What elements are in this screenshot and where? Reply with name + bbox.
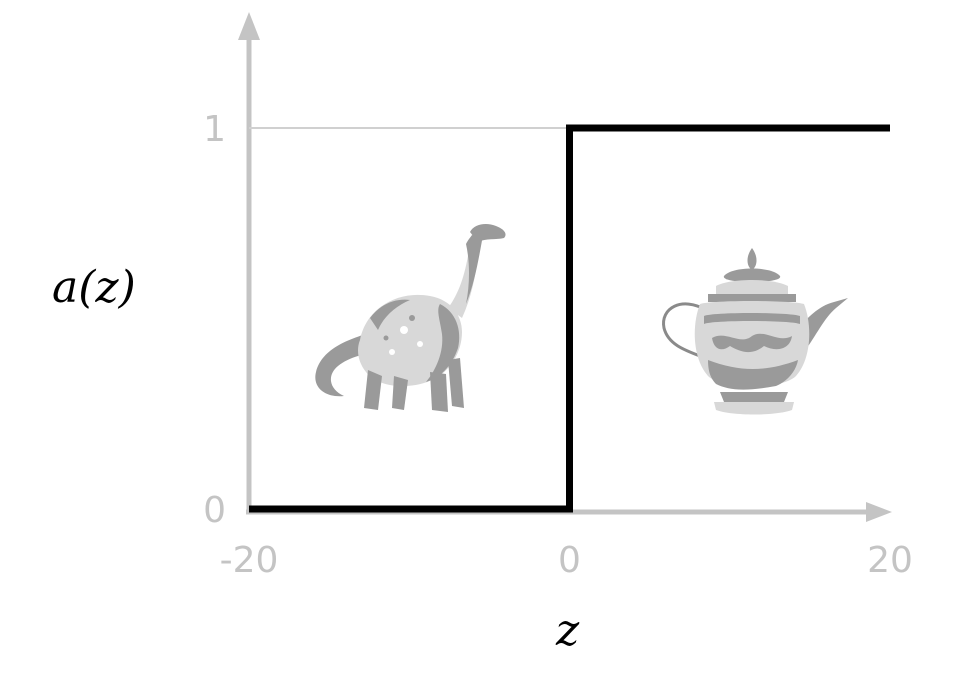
y-axis xyxy=(238,12,260,512)
teapot-icon xyxy=(662,248,848,415)
y-tick-labels: 01 xyxy=(203,109,226,531)
dinosaur-icon xyxy=(315,224,506,412)
series-line xyxy=(249,124,890,513)
x-tick-label: 20 xyxy=(867,540,913,581)
y-axis-arrow-icon xyxy=(238,12,260,40)
y-tick-label: 0 xyxy=(203,490,226,531)
x-tick-label: -20 xyxy=(220,540,279,581)
x-tick-labels: -20 0 20 xyxy=(220,540,913,581)
y-axis-title: a(z) xyxy=(52,262,136,313)
x-axis-arrow-icon xyxy=(866,502,892,522)
y-tick-label: 1 xyxy=(203,109,226,150)
x-tick-label: 0 xyxy=(558,540,581,581)
x-axis-title: z xyxy=(555,605,580,656)
